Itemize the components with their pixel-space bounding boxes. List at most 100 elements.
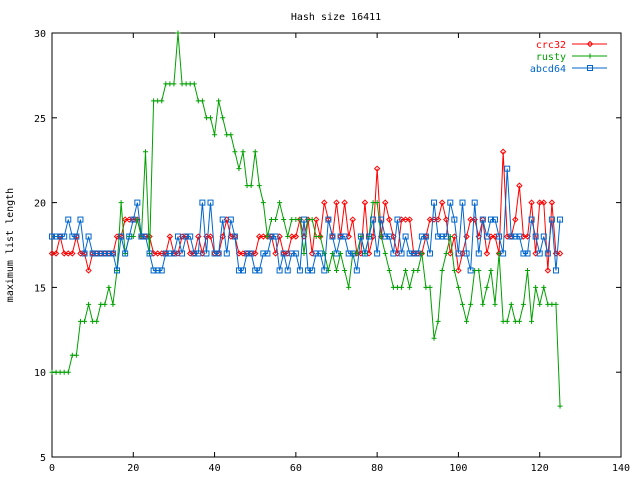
data-point-rusty [464,318,470,324]
data-point-abcd64 [203,250,210,257]
data-point-abcd64 [142,233,149,240]
data-point-abcd64 [219,216,226,223]
data-point-abcd64 [345,250,352,257]
data-point-rusty [386,267,392,273]
data-point-abcd64 [195,250,202,257]
data-point-abcd64 [516,233,523,240]
data-point-crc32 [540,199,547,206]
data-point-crc32 [292,233,300,240]
data-point-rusty [199,98,205,104]
data-point-abcd64 [227,216,234,223]
data-point-abcd64 [552,267,559,274]
data-point-abcd64 [81,250,88,257]
data-point-abcd64 [508,233,515,240]
data-point-abcd64 [93,250,100,257]
data-point-abcd64 [244,250,251,257]
data-point-rusty [459,301,465,307]
data-point-rusty [301,250,307,256]
data-point-rusty [273,217,279,223]
data-point-rusty [342,267,348,273]
data-point-crc32 [65,250,72,257]
data-point-abcd64 [252,267,259,274]
data-point-crc32 [288,233,295,240]
data-point-abcd64 [154,267,161,274]
data-point-rusty [102,301,108,307]
data-point-abcd64 [483,233,490,240]
data-point-abcd64 [463,250,470,257]
data-point-abcd64 [305,267,312,274]
data-point-abcd64 [260,250,267,257]
data-point-abcd64 [467,267,474,274]
data-point-rusty [82,318,88,324]
x-tick-label: 40 [209,463,221,474]
data-point-abcd64 [512,233,519,240]
data-point-abcd64 [414,250,421,257]
data-point-abcd64 [134,199,141,206]
data-point-crc32 [382,199,389,206]
data-point-abcd64 [313,250,320,257]
data-point-abcd64 [215,250,222,257]
legend-label-crc32: crc32 [536,40,566,51]
y-tick-label: 30 [34,29,46,40]
data-point-abcd64 [240,267,247,274]
data-point-crc32 [512,216,519,223]
data-point-abcd64 [248,250,255,257]
data-point-crc32 [121,216,129,223]
data-point-abcd64 [370,216,377,223]
data-point-abcd64 [170,250,177,257]
data-point-crc32 [154,250,161,257]
data-point-rusty [516,318,522,324]
data-point-rusty [65,369,71,375]
data-point-rusty [504,318,510,324]
data-point-abcd64 [211,250,218,257]
data-point-rusty [382,250,388,256]
series-layer [48,30,564,409]
plot-frame [51,32,622,458]
data-point-rusty [309,217,315,223]
data-point-abcd64 [187,233,194,240]
data-point-crc32 [256,233,263,240]
data-point-abcd64 [317,250,324,257]
data-point-abcd64 [109,250,116,257]
data-point-abcd64 [49,233,55,240]
data-point-abcd64 [264,250,271,257]
x-axis-ticks: 0 20 40 60 80 100 120 140 [49,33,630,474]
data-point-abcd64 [524,250,531,257]
data-point-rusty [110,301,116,307]
data-point-rusty [86,301,92,307]
data-point-crc32 [333,199,340,206]
data-point-crc32 [386,216,393,223]
data-point-abcd64 [280,250,287,257]
chart-title: Hash size 16411 [291,12,381,23]
data-point-abcd64 [268,233,275,240]
y-axis-ticks: 5 10 15 20 25 30 [34,29,621,464]
data-point-rusty [407,284,413,290]
data-point-abcd64 [386,233,393,240]
data-point-crc32 [426,216,434,223]
data-point-rusty [208,115,214,121]
data-point-abcd64 [374,250,381,257]
data-point-crc32 [483,250,491,257]
data-point-abcd64 [158,267,165,274]
data-point-rusty [439,267,445,273]
data-point-rusty [285,234,291,240]
data-point-abcd64 [459,199,466,206]
data-point-abcd64 [536,250,543,257]
data-point-crc32 [85,267,92,274]
data-point-abcd64 [349,250,356,257]
data-point-abcd64 [272,233,279,240]
data-point-abcd64 [382,233,389,240]
y-axis-label: maximum list length [5,188,16,302]
data-point-abcd64 [443,233,450,240]
data-point-abcd64 [97,250,104,257]
data-point-crc32 [499,148,507,155]
data-point-rusty [533,284,539,290]
data-point-abcd64 [455,250,462,257]
data-point-rusty [476,267,482,273]
data-point-abcd64 [57,233,64,240]
x-tick-label: 140 [612,463,630,474]
data-point-abcd64 [174,233,181,240]
data-point-abcd64 [475,250,482,257]
x-tick-label: 80 [371,463,383,474]
